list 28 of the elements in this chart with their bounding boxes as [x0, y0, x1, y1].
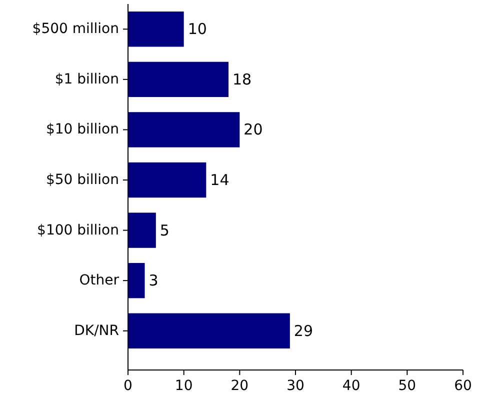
x-tick-label: 0 — [124, 378, 132, 394]
bar — [128, 112, 240, 148]
x-tick-label: 60 — [454, 378, 472, 394]
x-tick-label: 20 — [230, 378, 249, 394]
data-label: 14 — [210, 171, 230, 189]
bar — [128, 62, 228, 98]
bar — [128, 12, 184, 47]
x-tick-label: 50 — [398, 378, 416, 394]
data-label: 10 — [188, 20, 207, 38]
data-label: 20 — [244, 120, 263, 139]
data-label: 5 — [160, 221, 170, 240]
y-tick-label: Other — [79, 272, 120, 289]
x-tick-label: 30 — [286, 378, 304, 394]
bar — [128, 313, 290, 348]
data-label: 29 — [294, 322, 314, 340]
x-tick-label: 40 — [342, 378, 360, 394]
bar — [128, 162, 206, 198]
y-tick-label: DK/NR — [74, 322, 120, 339]
data-label: 18 — [232, 70, 252, 88]
x-tick-label: 10 — [174, 378, 193, 394]
y-tick-label: $500 million — [32, 21, 119, 38]
y-tick-label: $100 billion — [37, 222, 119, 238]
bar — [128, 262, 145, 298]
y-tick-label: $1 billion — [54, 71, 119, 88]
y-tick-label: $50 billion — [46, 172, 119, 188]
bar — [128, 212, 156, 248]
y-tick-label: $10 billion — [46, 122, 119, 138]
data-label: 3 — [148, 272, 158, 290]
